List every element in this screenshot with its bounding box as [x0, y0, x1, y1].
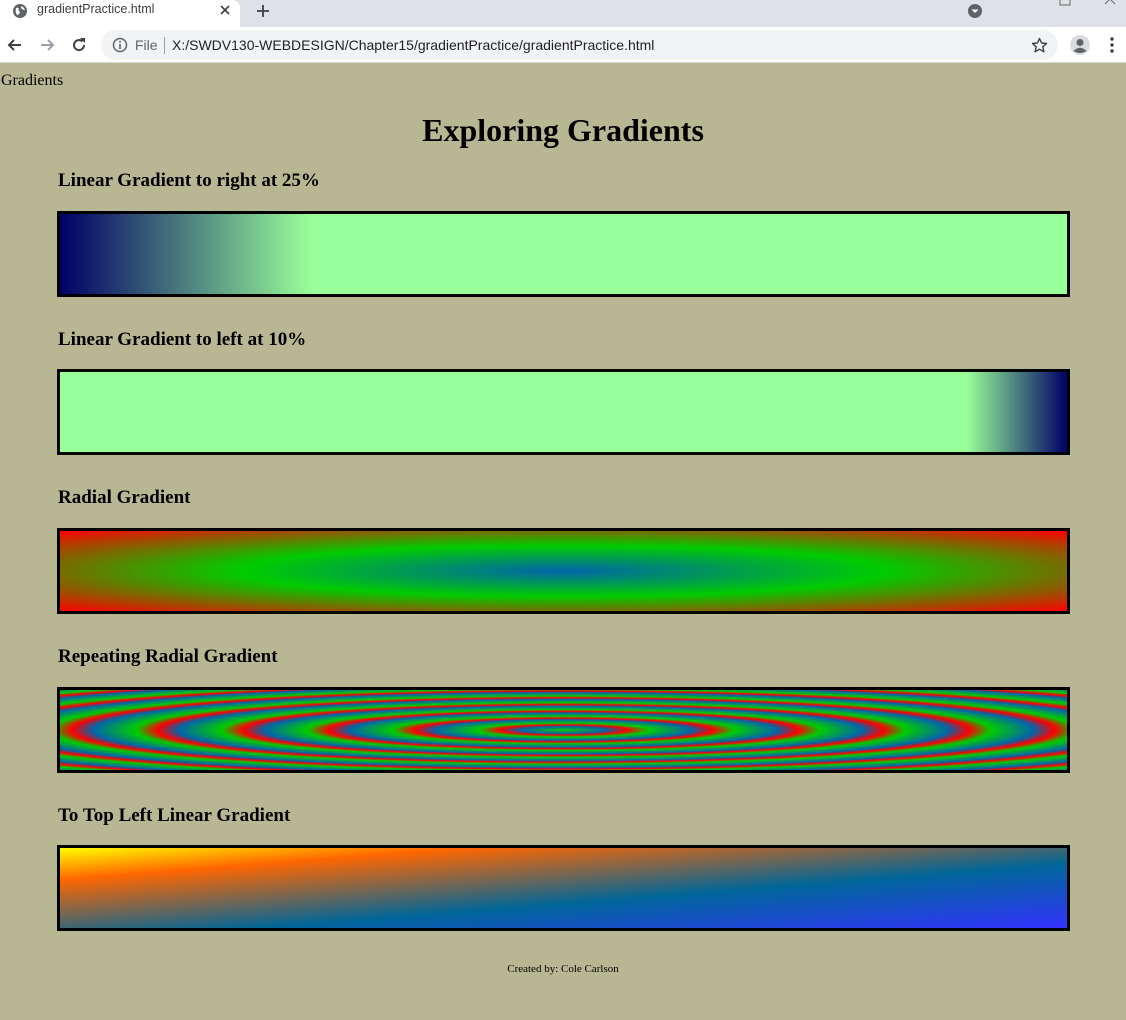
window-close-icon[interactable] [1103, 0, 1117, 6]
section-heading-repeating-radial: Repeating Radial Gradient [58, 646, 278, 668]
more-menu-icon[interactable] [1105, 36, 1119, 54]
gradient-box-linear-right [57, 211, 1070, 297]
reload-icon[interactable] [70, 36, 88, 54]
tab-search-icon[interactable] [966, 2, 984, 20]
account-icon[interactable] [1069, 34, 1091, 56]
section-heading-top-left: To Top Left Linear Gradient [58, 805, 290, 827]
tab-title: gradientPractice.html [37, 2, 154, 16]
browser-toolbar: File X:/SWDV130-WEBDESIGN/Chapter15/grad… [0, 27, 1126, 63]
close-icon[interactable] [218, 3, 232, 17]
back-arrow-icon[interactable] [6, 36, 24, 54]
tab-strip: gradientPractice.html [0, 0, 1126, 27]
new-tab-icon[interactable] [254, 2, 272, 20]
page-title: Exploring Gradients [0, 110, 1126, 150]
scheme-label: File [135, 37, 158, 53]
forward-arrow-icon[interactable] [38, 36, 56, 54]
page-header: Gradients [1, 72, 63, 90]
info-icon[interactable] [112, 37, 128, 53]
section-heading-linear-right: Linear Gradient to right at 25% [58, 170, 320, 192]
bookmark-star-icon[interactable] [1031, 37, 1048, 54]
browser-tab[interactable]: gradientPractice.html [0, 0, 240, 27]
gradient-box-linear-left [57, 369, 1070, 455]
footer-credit: Created by: Cole Carlson [0, 963, 1126, 975]
globe-icon [12, 3, 28, 19]
address-bar[interactable]: File X:/SWDV130-WEBDESIGN/Chapter15/grad… [101, 30, 1058, 60]
maximize-icon[interactable] [1059, 0, 1071, 6]
gradient-box-radial [57, 528, 1070, 614]
section-heading-linear-left: Linear Gradient to left at 10% [58, 329, 306, 351]
gradient-box-repeating-radial [57, 687, 1070, 773]
gradient-box-top-left [57, 845, 1070, 931]
omnibox-divider [164, 37, 165, 54]
section-heading-radial: Radial Gradient [58, 487, 190, 509]
url-text[interactable]: X:/SWDV130-WEBDESIGN/Chapter15/gradientP… [172, 37, 654, 53]
